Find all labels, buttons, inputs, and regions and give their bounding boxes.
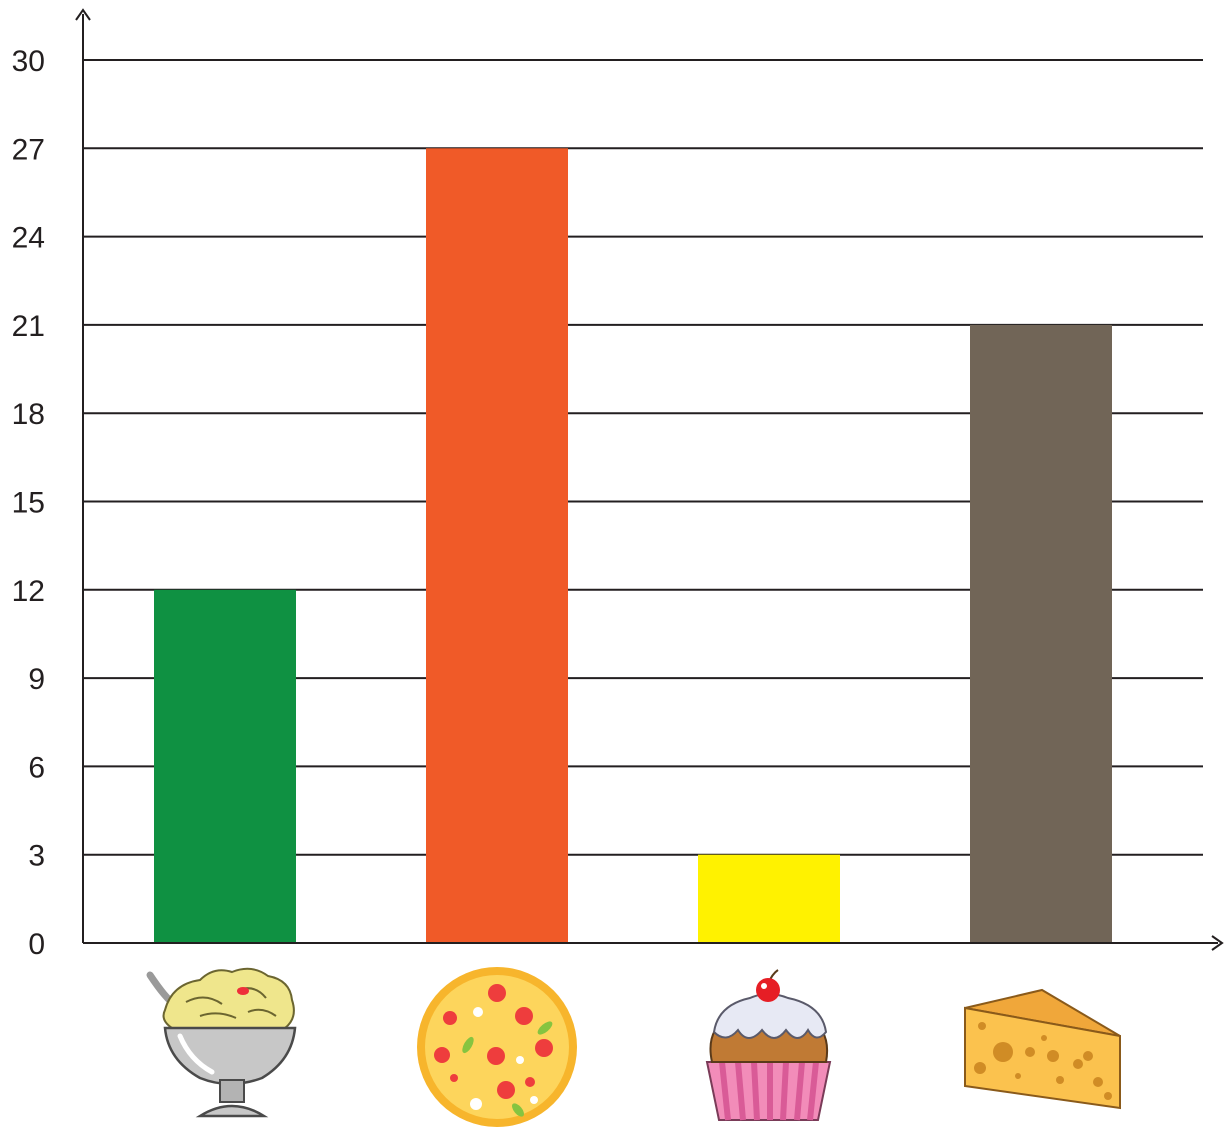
y-tick-label: 18 (12, 398, 45, 431)
y-tick-label: 9 (28, 663, 45, 696)
ice-cream-sundae-icon (146, 967, 297, 1118)
cheese-icon (964, 988, 1121, 1110)
axes (75, 8, 1224, 951)
y-tick-label: 6 (28, 751, 45, 784)
y-axis-arrow-icon (75, 8, 91, 21)
bar-cupcake (698, 854, 840, 943)
y-tick-label: 12 (12, 575, 45, 608)
x-axis-arrow-icon (1211, 935, 1224, 951)
y-tick-label: 3 (28, 840, 45, 873)
cupcake-icon (705, 969, 832, 1121)
y-tick-label: 0 (28, 928, 45, 961)
bars (154, 148, 1112, 944)
bar-cheese (970, 324, 1112, 943)
pizza-icon (417, 967, 577, 1127)
y-tick-label: 30 (12, 45, 45, 78)
y-tick-label: 21 (12, 310, 45, 343)
bar-pizza (426, 148, 568, 944)
y-tick-label: 24 (12, 222, 45, 255)
y-tick-labels: 0 3 6 9 12 15 18 21 24 27 30 (12, 45, 45, 961)
bar-ice-cream (154, 589, 296, 943)
y-tick-label: 27 (12, 133, 45, 166)
y-tick-label: 15 (12, 487, 45, 520)
